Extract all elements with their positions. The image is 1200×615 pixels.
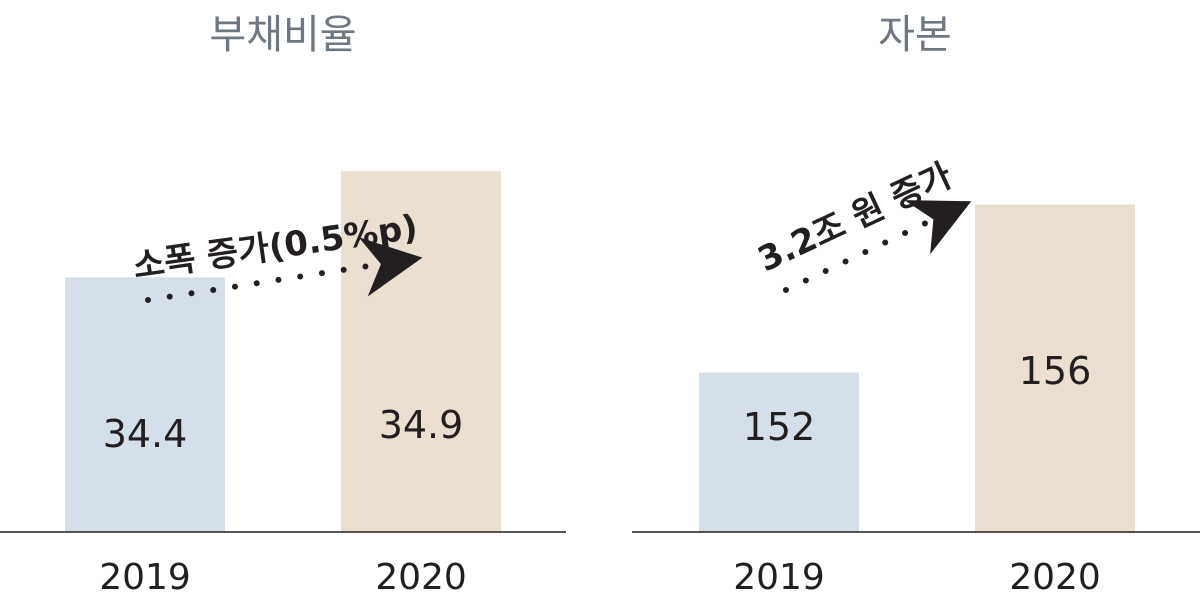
x-tick-label-2020: 2020	[375, 557, 467, 598]
bar-value-label-2020: 156	[1019, 349, 1092, 393]
capital-annotation: 3.2조 원 증가	[752, 156, 958, 281]
x-tick-label-2019: 2019	[99, 557, 191, 598]
bar-value-label-2020: 34.9	[379, 403, 464, 447]
bar-2020	[975, 204, 1135, 533]
x-tick-label-2020: 2020	[1009, 557, 1101, 598]
bar-value-label-2019: 152	[743, 405, 816, 449]
capital-chart: 자본 152 156 2019 2020 3.2조 원 증가	[632, 12, 1200, 598]
capital-bars	[699, 204, 1135, 533]
bar-value-label-2019: 34.4	[103, 412, 188, 456]
debt-ratio-chart: 부채비율 34.4 34.9 2019 2020 소폭 증가(0.5%p)	[0, 12, 566, 598]
bar-2020	[341, 171, 501, 532]
debt-ratio-title: 부채비율	[209, 12, 356, 58]
bar-2019	[699, 372, 859, 532]
x-tick-label-2019: 2019	[733, 557, 825, 598]
capital-title: 자본	[878, 12, 952, 58]
capital-trend-arrow	[783, 200, 972, 293]
debt-ratio-bars	[65, 171, 501, 532]
bar-2019	[65, 277, 225, 532]
